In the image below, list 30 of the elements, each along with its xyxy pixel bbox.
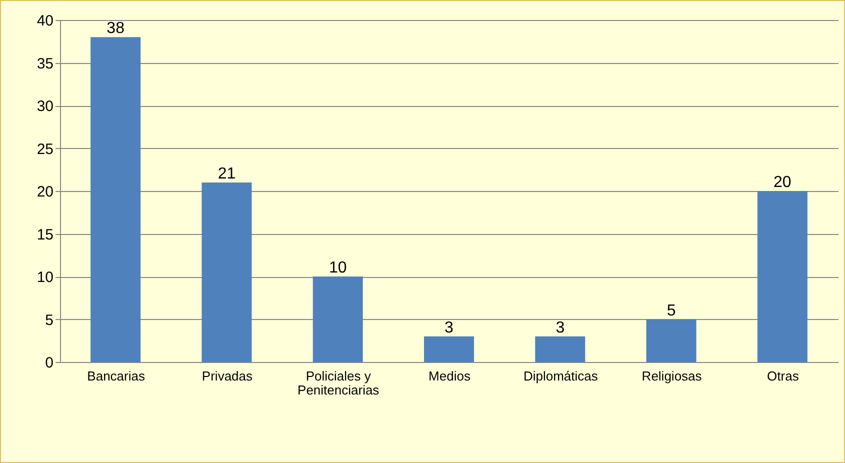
x-tick-label: Otras xyxy=(767,368,800,384)
x-tick-label: Bancarias xyxy=(87,368,146,384)
y-tick-label: 0 xyxy=(45,354,54,372)
y-tick-label: 10 xyxy=(36,269,54,286)
bar xyxy=(757,191,808,362)
bar xyxy=(535,336,586,362)
bar xyxy=(312,276,363,362)
y-tick-label: 20 xyxy=(36,184,54,200)
x-tick-label: Privadas xyxy=(202,368,254,384)
x-tick-label: Religiosas xyxy=(642,368,702,384)
x-tick-label: Policiales y Penitenciarias xyxy=(298,368,380,398)
data-label: 20 xyxy=(774,174,792,191)
data-label: 3 xyxy=(556,319,565,336)
y-tick-label: 25 xyxy=(36,140,54,158)
bar xyxy=(202,182,252,362)
data-label: 21 xyxy=(218,165,236,182)
x-tick-label: Diplomáticas xyxy=(523,368,598,384)
x-tick-label: Medios xyxy=(428,368,471,384)
y-tick-label: 35 xyxy=(36,55,54,72)
y-tick-label: 40 xyxy=(36,12,54,30)
bar xyxy=(646,319,696,362)
bar xyxy=(90,37,141,362)
y-tick-label: 15 xyxy=(36,226,54,244)
data-label: 10 xyxy=(328,260,347,276)
data-label: 3 xyxy=(444,319,454,336)
data-label: 38 xyxy=(106,20,125,38)
bar xyxy=(424,336,474,362)
y-tick-label: 5 xyxy=(45,312,54,329)
data-label: 5 xyxy=(666,302,676,320)
y-tick-label: 30 xyxy=(36,98,54,115)
